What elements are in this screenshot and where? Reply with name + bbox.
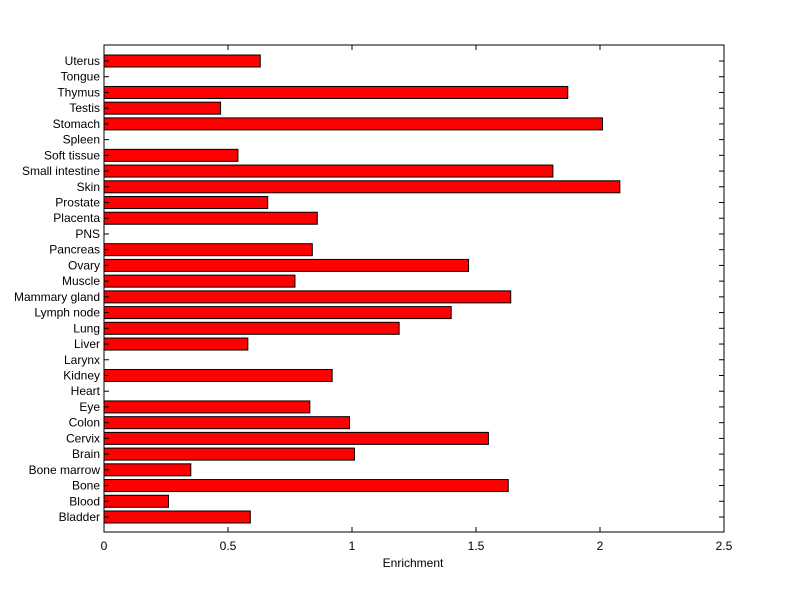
bar: [103, 164, 554, 178]
bars-group: [103, 54, 621, 524]
y-tick-label: Larynx: [64, 353, 100, 367]
y-tick-label: Stomach: [53, 117, 100, 131]
bar: [103, 494, 169, 508]
bar: [103, 196, 269, 210]
y-tick-label: Tongue: [61, 70, 101, 84]
y-tick-label: Cervix: [66, 431, 100, 445]
x-tick-label: 2: [597, 539, 604, 553]
bar: [103, 243, 313, 257]
bar: [103, 321, 400, 335]
y-tick-label: Eye: [79, 400, 100, 414]
x-tick-label: 0.5: [220, 539, 237, 553]
bar: [103, 211, 318, 225]
bar: [103, 85, 569, 99]
bar: [103, 416, 351, 430]
x-tick-label: 1: [349, 539, 356, 553]
y-tick-label: Testis: [69, 101, 100, 115]
y-tick-label: Skin: [77, 180, 100, 194]
y-tick-label: Colon: [69, 416, 100, 430]
y-tick-label: Ovary: [68, 258, 100, 272]
y-tick-label: Soft tissue: [44, 148, 100, 162]
bar: [103, 431, 489, 445]
y-tick-label: Bladder: [59, 510, 100, 524]
bar: [103, 274, 296, 288]
y-tick-label: PNS: [75, 227, 100, 241]
y-tick-label: Heart: [71, 384, 101, 398]
bar: [103, 400, 311, 414]
plot-frame: [103, 44, 725, 533]
y-tick-label: Pancreas: [49, 243, 100, 257]
bar: [103, 117, 603, 131]
x-axis-title: Enrichment: [383, 556, 444, 570]
y-tick-label: Lung: [73, 321, 100, 335]
bar: [103, 337, 249, 351]
y-tick-label: Spleen: [63, 133, 100, 147]
y-tick-label: Bone: [72, 479, 100, 493]
y-tick-label: Bone marrow: [29, 463, 101, 477]
y-tick-label: Small intestine: [22, 164, 100, 178]
y-tick-label: Blood: [69, 494, 100, 508]
y-tick-label: Prostate: [55, 196, 100, 210]
y-tick-label: Uterus: [65, 54, 100, 68]
bar: [103, 180, 621, 194]
bar: [103, 258, 470, 272]
y-tick-label: Muscle: [62, 274, 100, 288]
x-tick-label: 0: [101, 539, 108, 553]
bar: [103, 368, 333, 382]
y-tick-label: Liver: [74, 337, 100, 351]
y-tick-label: Mammary gland: [14, 290, 100, 304]
x-tick-label: 2.5: [716, 539, 733, 553]
x-tick-label: 1.5: [468, 539, 485, 553]
y-tick-label: Lymph node: [34, 306, 100, 320]
bar: [103, 447, 355, 461]
bar: [103, 290, 512, 304]
bar: [103, 54, 261, 68]
bar: [103, 148, 239, 162]
y-tick-label: Kidney: [63, 368, 100, 382]
bar: [103, 306, 452, 320]
bar: [103, 510, 251, 524]
bar: [103, 101, 222, 115]
bar: [103, 479, 509, 493]
y-tick-label: Thymus: [57, 85, 100, 99]
bar: [103, 463, 192, 477]
y-tick-label: Brain: [72, 447, 100, 461]
x-ticks-group: 0 0.5 1 1.5 2 2.5: [101, 45, 733, 553]
y-tick-label: Placenta: [53, 211, 100, 225]
